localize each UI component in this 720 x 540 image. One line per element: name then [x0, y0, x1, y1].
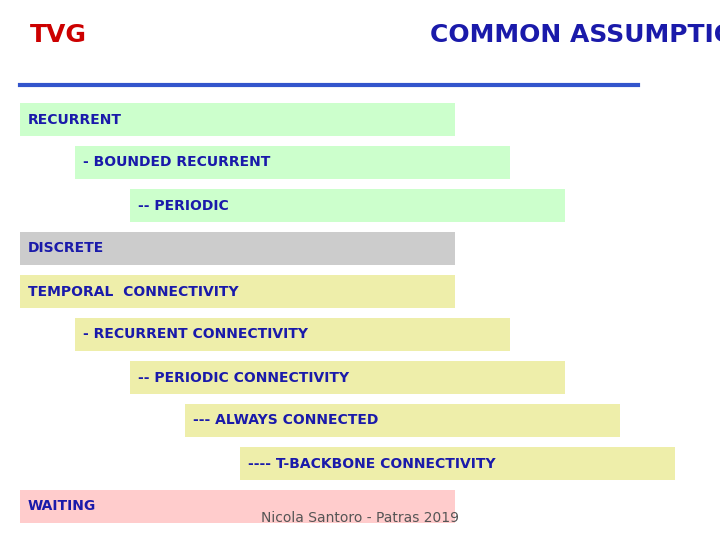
Bar: [20, 490, 455, 523]
Bar: [75, 146, 510, 179]
Text: DISCRETE: DISCRETE: [28, 241, 104, 255]
Bar: [240, 447, 675, 480]
Text: - RECURRENT CONNECTIVITY: - RECURRENT CONNECTIVITY: [83, 327, 308, 341]
Text: -- PERIODIC: -- PERIODIC: [138, 199, 229, 213]
Text: WAITING: WAITING: [28, 500, 96, 514]
Bar: [20, 103, 455, 136]
Text: RECURRENT: RECURRENT: [28, 112, 122, 126]
Text: -- PERIODIC CONNECTIVITY: -- PERIODIC CONNECTIVITY: [138, 370, 349, 384]
Bar: [130, 189, 565, 222]
Text: - BOUNDED RECURRENT: - BOUNDED RECURRENT: [83, 156, 271, 170]
Bar: [20, 232, 455, 265]
Bar: [185, 404, 620, 437]
Text: --- ALWAYS CONNECTED: --- ALWAYS CONNECTED: [193, 414, 379, 428]
Text: TVG: TVG: [30, 23, 87, 47]
Bar: [75, 318, 510, 351]
Text: ---- T-BACKBONE CONNECTIVITY: ---- T-BACKBONE CONNECTIVITY: [248, 456, 495, 470]
Text: COMMON ASSUMPTIONS: COMMON ASSUMPTIONS: [430, 23, 720, 47]
Bar: [130, 361, 565, 394]
Text: TEMPORAL  CONNECTIVITY: TEMPORAL CONNECTIVITY: [28, 285, 238, 299]
Bar: [20, 275, 455, 308]
Text: Nicola Santoro - Patras 2019: Nicola Santoro - Patras 2019: [261, 511, 459, 525]
